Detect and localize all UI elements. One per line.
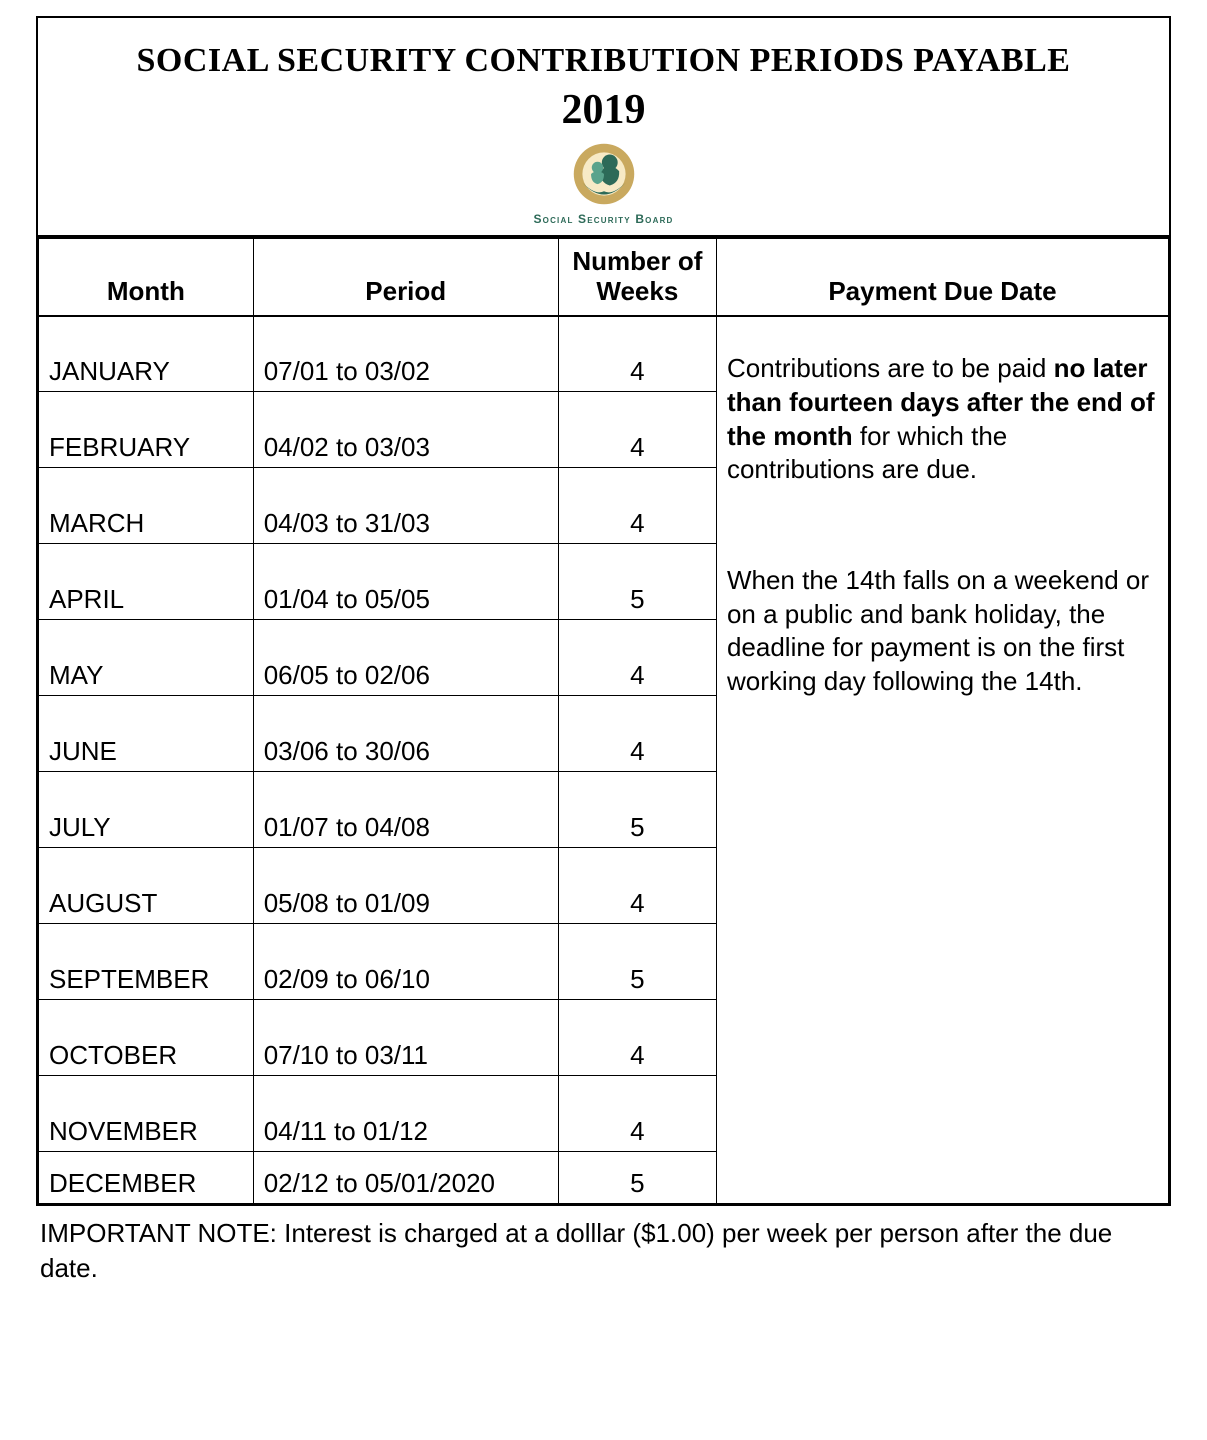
important-note: IMPORTANT NOTE: Interest is charged at a… [36,1216,1171,1286]
col-header-month: Month [39,238,254,316]
cell-weeks: 4 [558,620,716,696]
cell-period: 01/04 to 05/05 [253,544,558,620]
col-header-due: Payment Due Date [716,238,1168,316]
cell-weeks: 4 [558,468,716,544]
cell-period: 07/10 to 03/11 [253,1000,558,1076]
cell-weeks: 4 [558,392,716,468]
cell-month: JULY [39,772,254,848]
cell-period: 03/06 to 30/06 [253,696,558,772]
social-security-board-logo-icon [568,138,640,210]
document-title: SOCIAL SECURITY CONTRIBUTION PERIODS PAY… [58,42,1149,80]
cell-period: 02/09 to 06/10 [253,924,558,1000]
cell-month: MAY [39,620,254,696]
due-paragraph-2: When the 14th falls on a weekend or on a… [727,564,1158,699]
cell-month: DECEMBER [39,1152,254,1204]
cell-month: JUNE [39,696,254,772]
cell-month: SEPTEMBER [39,924,254,1000]
due-paragraph-1a: Contributions are to be paid [727,353,1054,383]
cell-weeks: 4 [558,848,716,924]
cell-weeks: 4 [558,696,716,772]
col-header-period: Period [253,238,558,316]
cell-weeks: 5 [558,924,716,1000]
logo: Social Security Board [58,138,1149,225]
cell-month: FEBRUARY [39,392,254,468]
cell-month: NOVEMBER [39,1076,254,1152]
cell-weeks: 4 [558,1000,716,1076]
cell-weeks: 5 [558,772,716,848]
cell-weeks: 5 [558,1152,716,1204]
contribution-periods-table: Month Period Number of Weeks Payment Due… [38,237,1169,1204]
cell-weeks: 4 [558,1076,716,1152]
cell-period: 04/11 to 01/12 [253,1076,558,1152]
cell-weeks: 4 [558,316,716,392]
cell-period: 05/08 to 01/09 [253,848,558,924]
cell-period: 01/07 to 04/08 [253,772,558,848]
table-row: JANUARY 07/01 to 03/02 4 Contributions a… [39,316,1169,392]
cell-period: 04/03 to 31/03 [253,468,558,544]
col-header-weeks: Number of Weeks [558,238,716,316]
cell-period: 06/05 to 02/06 [253,620,558,696]
cell-weeks: 5 [558,544,716,620]
logo-caption: Social Security Board [533,213,673,225]
cell-period: 07/01 to 03/02 [253,316,558,392]
cell-period: 02/12 to 05/01/2020 [253,1152,558,1204]
cell-month: JANUARY [39,316,254,392]
document-frame: SOCIAL SECURITY CONTRIBUTION PERIODS PAY… [36,16,1171,1206]
cell-month: AUGUST [39,848,254,924]
cell-period: 04/02 to 03/03 [253,392,558,468]
cell-month: OCTOBER [39,1000,254,1076]
cell-month: APRIL [39,544,254,620]
document-year: 2019 [58,86,1149,134]
cell-month: MARCH [39,468,254,544]
title-container: SOCIAL SECURITY CONTRIBUTION PERIODS PAY… [38,18,1169,237]
payment-due-date-text: Contributions are to be paid no later th… [716,316,1168,1204]
